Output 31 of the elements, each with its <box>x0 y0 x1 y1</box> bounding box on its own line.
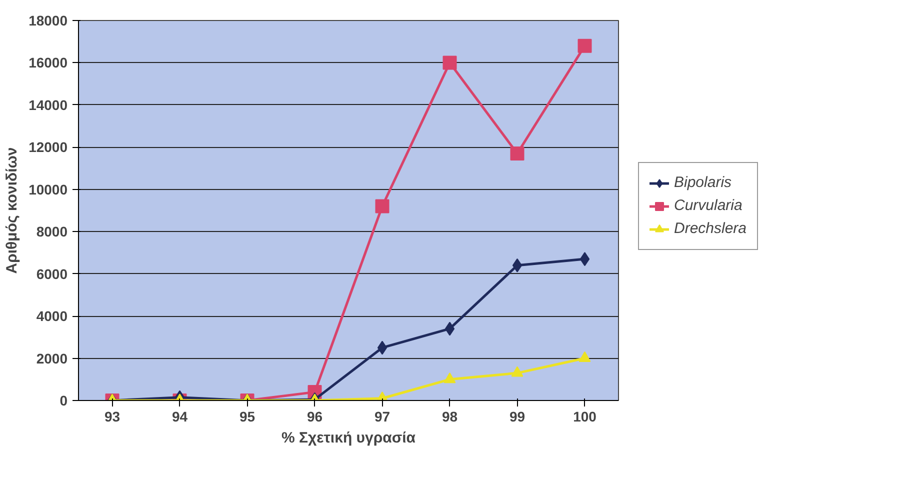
x-tick-label: 98 <box>442 408 458 424</box>
y-tick-label: 8000 <box>36 224 68 240</box>
y-tick-label: 0 <box>60 392 68 408</box>
y-tick-label: 6000 <box>36 266 68 282</box>
point <box>442 56 457 70</box>
y-tick-label: 2000 <box>36 350 68 366</box>
legend-label: Curvularia <box>674 197 742 214</box>
x-tick-label: 97 <box>374 408 390 424</box>
point <box>578 38 592 53</box>
point <box>510 146 524 160</box>
y-tick-label: 14000 <box>28 96 68 113</box>
x-tick-label: 93 <box>104 408 120 424</box>
x-tick-label: 99 <box>509 408 526 424</box>
point <box>512 258 522 272</box>
y-tick-label: 16000 <box>28 54 68 71</box>
y-axis-title: Αριθμός κονιδίων <box>4 147 21 274</box>
legend-label: Drechslera <box>674 220 747 237</box>
y-tick-label: 4000 <box>36 308 68 324</box>
y-tick-label: 10000 <box>28 181 68 198</box>
x-tick-label: 100 <box>573 408 597 424</box>
x-axis-title: % Σχετική υγρασία <box>281 430 416 446</box>
legend-label: Bipolaris <box>674 174 732 191</box>
x-tick-label: 96 <box>306 408 323 424</box>
point <box>578 351 591 362</box>
y-tick-label: 12000 <box>28 139 68 156</box>
point <box>511 366 524 377</box>
point <box>375 199 390 214</box>
x-tick-label: 95 <box>239 408 256 424</box>
point <box>444 372 456 384</box>
y-tick-label: 18000 <box>28 12 68 28</box>
x-tick-label: 94 <box>172 408 188 424</box>
